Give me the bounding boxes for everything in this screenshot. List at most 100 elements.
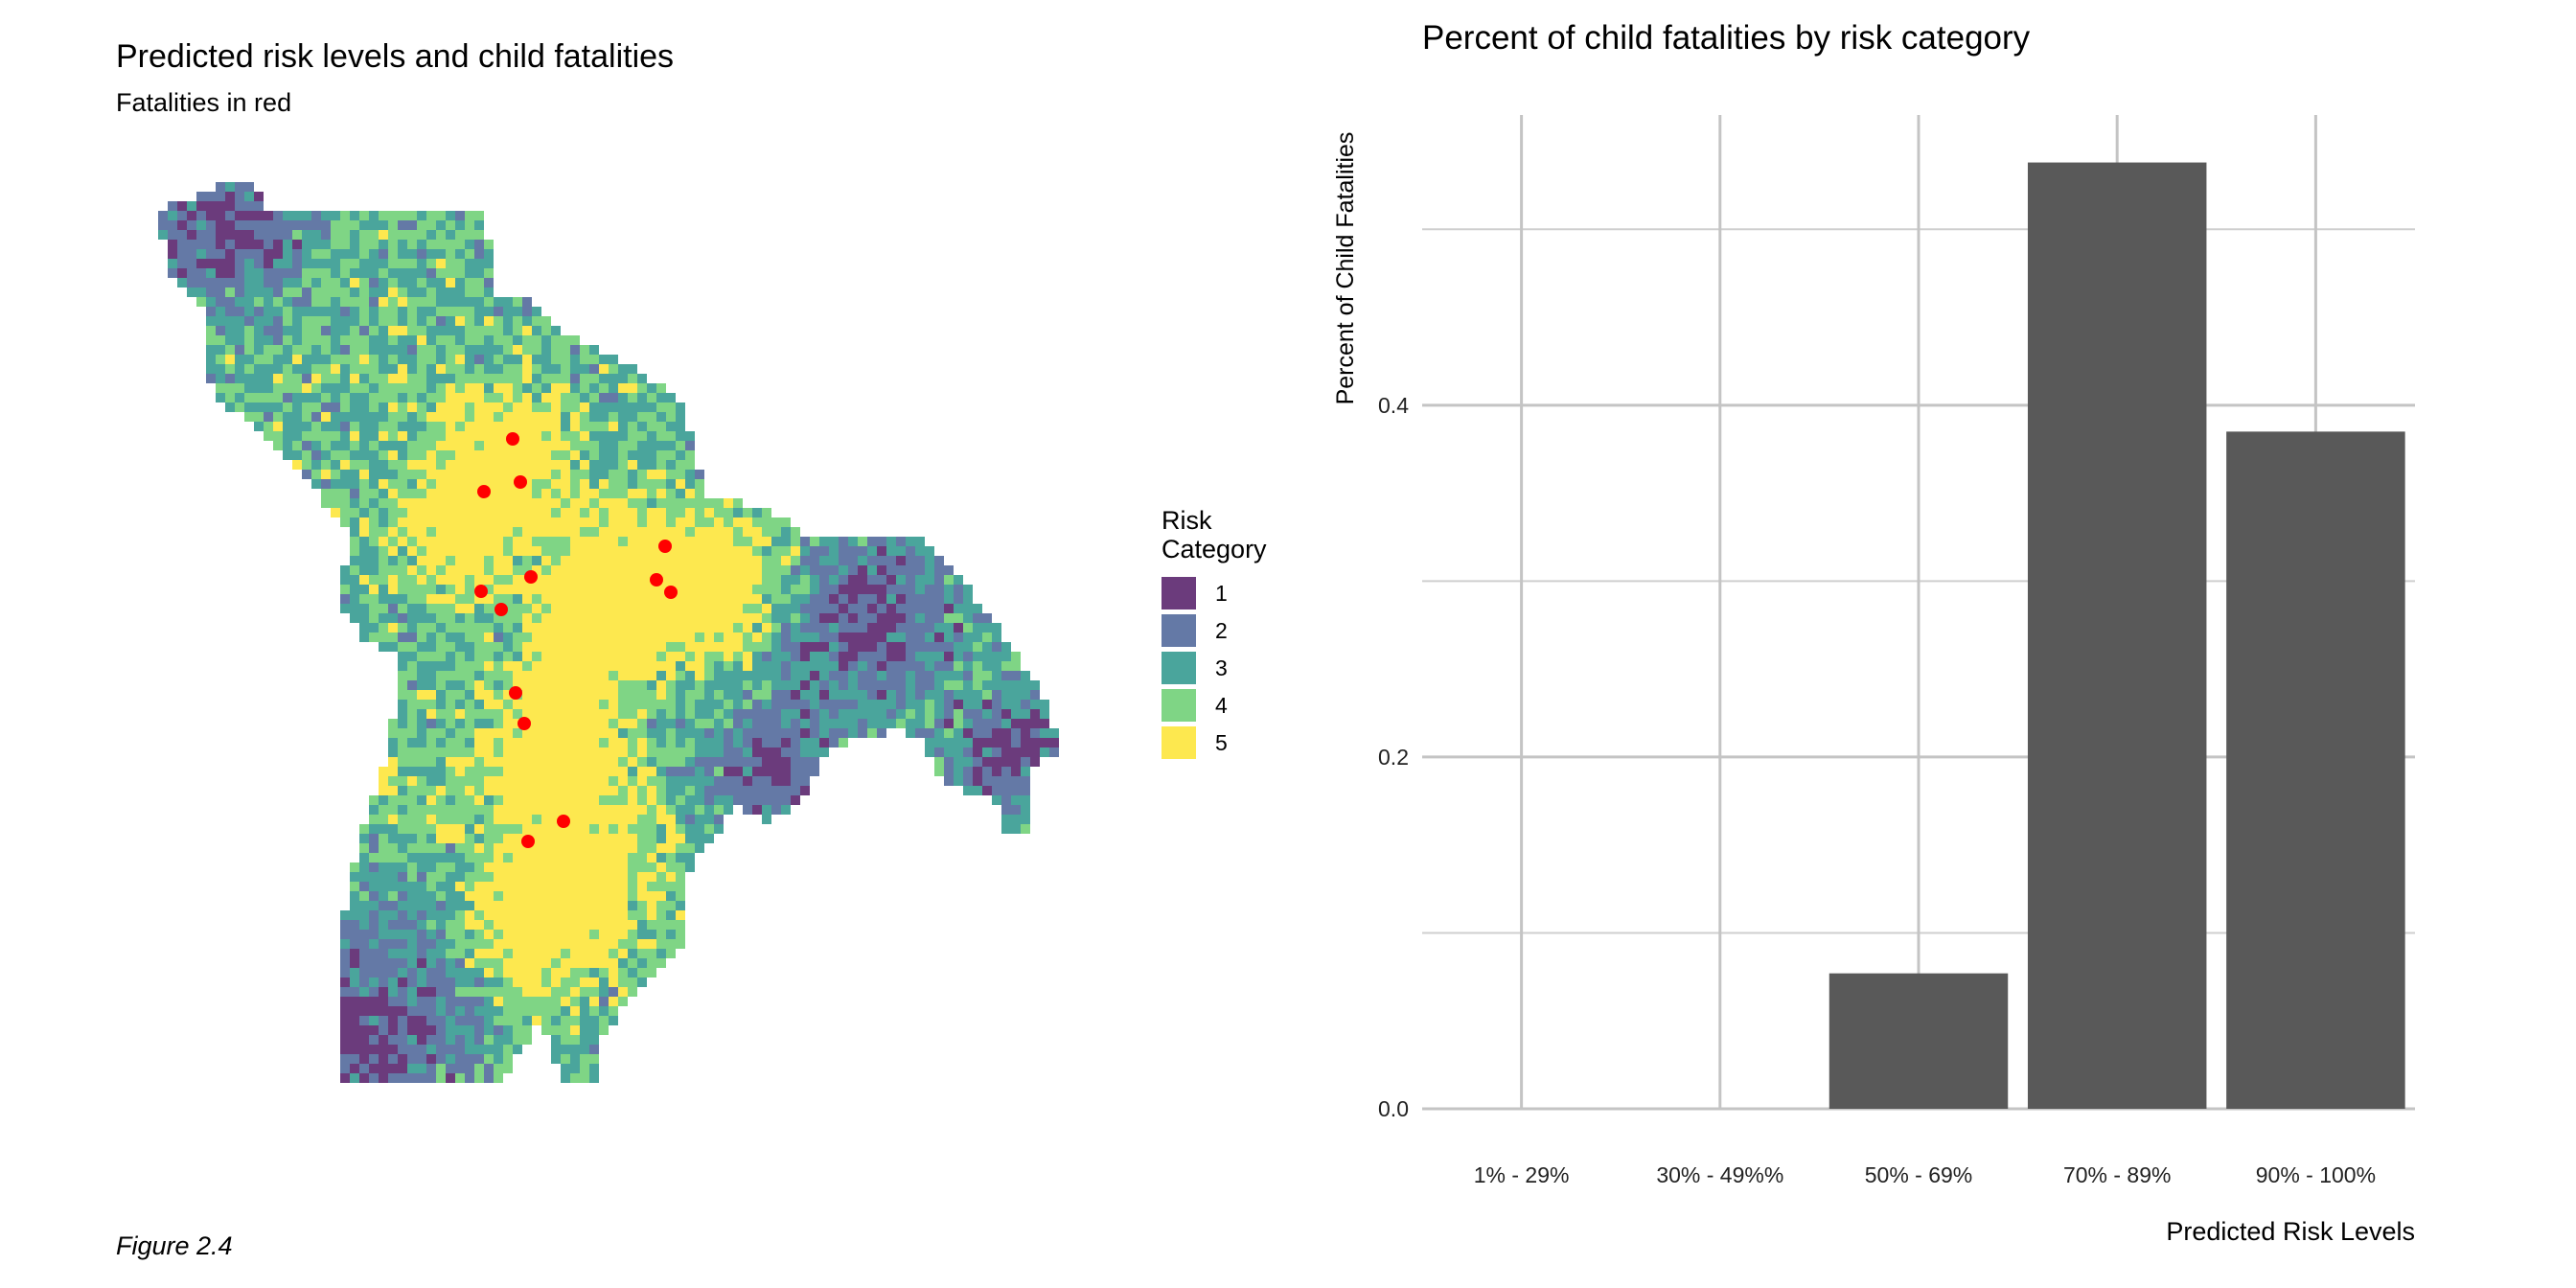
risk-cell [436, 268, 446, 278]
risk-cell [417, 671, 426, 680]
risk-cell [350, 316, 359, 326]
risk-cell [906, 594, 915, 604]
risk-cell [350, 374, 359, 383]
risk-cell [915, 537, 925, 546]
risk-cell [484, 316, 494, 326]
risk-cell [580, 1054, 589, 1064]
risk-cell [455, 853, 465, 862]
risk-cell [628, 795, 637, 805]
risk-cell [522, 862, 532, 872]
risk-cell [455, 642, 465, 652]
risk-cell [168, 201, 177, 211]
risk-cell [283, 355, 292, 364]
risk-cell [848, 671, 858, 680]
risk-cell [589, 652, 599, 661]
risk-cell [465, 1025, 474, 1035]
risk-cell [570, 767, 580, 776]
risk-cell [407, 824, 417, 834]
risk-cell [465, 393, 474, 402]
risk-cell [618, 910, 628, 920]
risk-cell [532, 642, 541, 652]
risk-cell [647, 508, 656, 518]
legend-title-line-2: Category [1162, 535, 1267, 564]
risk-cell [388, 288, 398, 297]
risk-cell [474, 757, 484, 767]
risk-cell [407, 680, 417, 690]
risk-cell [704, 642, 714, 652]
risk-cell [771, 757, 781, 767]
risk-cell [321, 345, 331, 355]
risk-cell [436, 872, 446, 882]
risk-cell [350, 968, 359, 978]
risk-cell [532, 987, 541, 997]
risk-cell [896, 546, 906, 556]
risk-cell [379, 374, 388, 383]
risk-cell [465, 450, 474, 460]
risk-cell [398, 949, 407, 958]
risk-cell [494, 700, 503, 709]
risk-cell [340, 498, 350, 508]
risk-cell [426, 1045, 436, 1054]
risk-cell [522, 728, 532, 738]
risk-cell [676, 920, 685, 930]
risk-cell [465, 374, 474, 383]
risk-cell [695, 642, 704, 652]
risk-cell [474, 297, 484, 307]
risk-cell [465, 853, 474, 862]
risk-cell [455, 680, 465, 690]
risk-cell [216, 364, 225, 374]
risk-cell [1011, 757, 1021, 767]
risk-cell [886, 709, 896, 719]
risk-cell [465, 470, 474, 479]
risk-cell [283, 268, 292, 278]
risk-cell [561, 585, 570, 594]
risk-cell [599, 594, 609, 604]
risk-cell [177, 240, 187, 249]
risk-cell [982, 728, 992, 738]
risk-cell [379, 230, 388, 240]
risk-cell [637, 709, 647, 719]
risk-cell [589, 872, 599, 882]
risk-cell [906, 680, 915, 690]
risk-cell [407, 642, 417, 652]
risk-cell [934, 690, 944, 700]
risk-cell [340, 355, 350, 364]
risk-cell [455, 422, 465, 431]
risk-cell [925, 546, 934, 556]
risk-cell [436, 383, 446, 393]
risk-cell [532, 604, 541, 613]
risk-cell [359, 1025, 369, 1035]
risk-cell [388, 240, 398, 249]
risk-cell [561, 518, 570, 527]
risk-cell [666, 709, 676, 719]
risk-cell [426, 671, 436, 680]
risk-cell [666, 843, 676, 853]
risk-cell [426, 987, 436, 997]
risk-cell [455, 805, 465, 815]
risk-cell [656, 613, 666, 623]
risk-cell [589, 364, 599, 374]
risk-cell [426, 479, 436, 489]
risk-cell [417, 709, 426, 719]
risk-cell [321, 412, 331, 422]
risk-cell [762, 661, 771, 671]
risk-cell [388, 604, 398, 613]
risk-cell [724, 748, 733, 757]
risk-cell [676, 412, 685, 422]
risk-cell [685, 613, 695, 623]
risk-cell [906, 690, 915, 700]
risk-cell [561, 623, 570, 632]
risk-cell [685, 853, 695, 862]
risk-cell [273, 355, 283, 364]
risk-cell [714, 585, 724, 594]
risk-cell [465, 431, 474, 441]
risk-cell [714, 738, 724, 748]
risk-cell [714, 556, 724, 565]
risk-cell [867, 604, 877, 613]
risk-cell [417, 690, 426, 700]
risk-cell [589, 690, 599, 700]
risk-cell [733, 700, 743, 709]
risk-cell [676, 632, 685, 642]
risk-cell [494, 632, 503, 642]
risk-cell [561, 546, 570, 556]
